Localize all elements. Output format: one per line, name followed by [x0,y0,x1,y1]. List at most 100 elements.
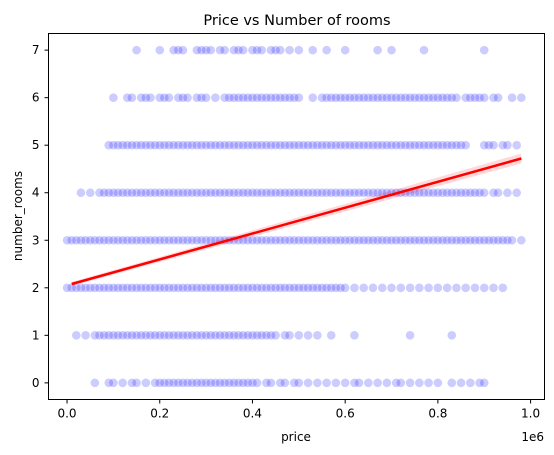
data-point-rooms-5 [248,140,257,150]
data-point-rooms-2 [76,283,86,293]
data-point-rooms-6 [507,93,517,102]
data-point-rooms-7 [197,45,206,55]
data-point-rooms-4 [206,188,216,198]
data-point-rooms-2 [81,283,90,293]
data-point-rooms-6 [438,93,447,102]
data-point-rooms-3 [123,235,132,245]
data-point-rooms-1 [155,331,165,340]
data-point-rooms-5 [377,140,387,150]
data-point-rooms-2 [479,283,489,293]
data-point-rooms-5 [350,140,359,150]
data-point-rooms-4 [173,188,183,198]
data-point-rooms-5 [104,140,114,150]
data-point-rooms-1 [123,331,132,340]
data-point-rooms-4 [109,188,118,198]
data-point-rooms-4 [433,188,443,198]
data-point-rooms-2 [178,283,188,293]
data-point-rooms-0 [169,378,178,388]
data-point-rooms-6 [377,93,387,102]
data-point-rooms-1 [160,331,169,340]
data-point-rooms-3 [470,235,480,245]
data-point-rooms-7 [238,45,248,55]
data-point-rooms-3 [262,235,271,245]
data-point-rooms-4 [299,188,308,198]
data-point-rooms-3 [155,235,165,245]
data-point-rooms-4 [470,188,480,198]
data-point-rooms-0 [155,378,165,388]
data-point-rooms-7 [294,45,304,55]
data-point-rooms-1 [447,331,457,340]
data-point-rooms-3 [466,235,475,245]
data-point-rooms-0 [243,378,253,388]
data-point-rooms-1 [90,331,100,340]
data-point-rooms-4 [113,188,123,198]
data-point-rooms-3 [498,235,508,245]
data-point-rooms-4 [493,188,503,198]
data-point-rooms-3 [81,235,90,245]
data-point-rooms-2 [326,283,336,293]
data-point-rooms-5 [512,140,521,150]
data-point-rooms-3 [401,235,410,245]
data-point-rooms-3 [146,235,155,245]
data-point-rooms-3 [252,235,262,245]
data-point-rooms-3 [517,235,526,245]
data-point-rooms-3 [294,235,304,245]
data-point-rooms-1 [178,331,188,340]
data-point-rooms-6 [141,93,151,102]
data-point-rooms-4 [257,188,267,198]
data-point-rooms-6 [396,93,406,102]
data-point-rooms-0 [201,378,211,388]
data-point-rooms-5 [331,140,341,150]
data-point-rooms-3 [243,235,253,245]
data-point-rooms-5 [169,140,178,150]
data-point-rooms-0 [127,378,137,388]
data-point-rooms-2 [141,283,151,293]
data-point-rooms-6 [294,93,304,102]
data-point-rooms-5 [313,140,322,150]
data-point-rooms-5 [238,140,248,150]
data-point-rooms-3 [160,235,169,245]
data-point-rooms-3 [271,235,280,245]
data-point-rooms-3 [169,235,178,245]
data-point-rooms-3 [391,235,401,245]
plot-frame [48,33,545,400]
data-point-rooms-2 [248,283,257,293]
data-point-rooms-6 [373,93,382,102]
data-point-rooms-4 [164,188,174,198]
data-point-rooms-0 [447,378,457,388]
data-point-rooms-5 [364,140,373,150]
data-point-rooms-7 [248,45,257,55]
data-point-rooms-1 [294,331,304,340]
data-point-rooms-4 [428,188,438,198]
data-point-rooms-2 [104,283,114,293]
data-point-rooms-5 [266,140,276,150]
data-point-rooms-4 [95,188,104,198]
data-point-rooms-3 [428,235,438,245]
data-point-rooms-5 [178,140,188,150]
data-point-rooms-1 [224,331,234,340]
y-tick-label: 3 [32,233,40,247]
data-point-rooms-0 [475,378,484,388]
data-point-rooms-3 [493,235,503,245]
data-point-rooms-3 [373,235,382,245]
data-point-rooms-3 [280,235,290,245]
data-point-rooms-0 [252,378,262,388]
data-point-rooms-6 [160,93,169,102]
data-point-rooms-0 [373,378,382,388]
data-point-rooms-6 [350,93,359,102]
data-point-rooms-3 [164,235,174,245]
data-point-rooms-5 [354,140,364,150]
data-point-rooms-3 [350,235,359,245]
data-point-rooms-7 [479,45,489,55]
data-point-rooms-2 [322,283,331,293]
data-point-rooms-3 [76,235,86,245]
data-point-rooms-3 [438,235,447,245]
x-axis-ticks: 0.0 0.2 0.4 0.6 0.8 1.0 [57,399,540,421]
data-point-rooms-6 [493,93,503,102]
data-point-rooms-4 [183,188,192,198]
data-point-rooms-1 [326,331,336,340]
y-tick-label: 1 [32,328,40,342]
data-point-rooms-3 [141,235,151,245]
data-point-rooms-1 [266,331,276,340]
data-point-rooms-1 [109,331,118,340]
